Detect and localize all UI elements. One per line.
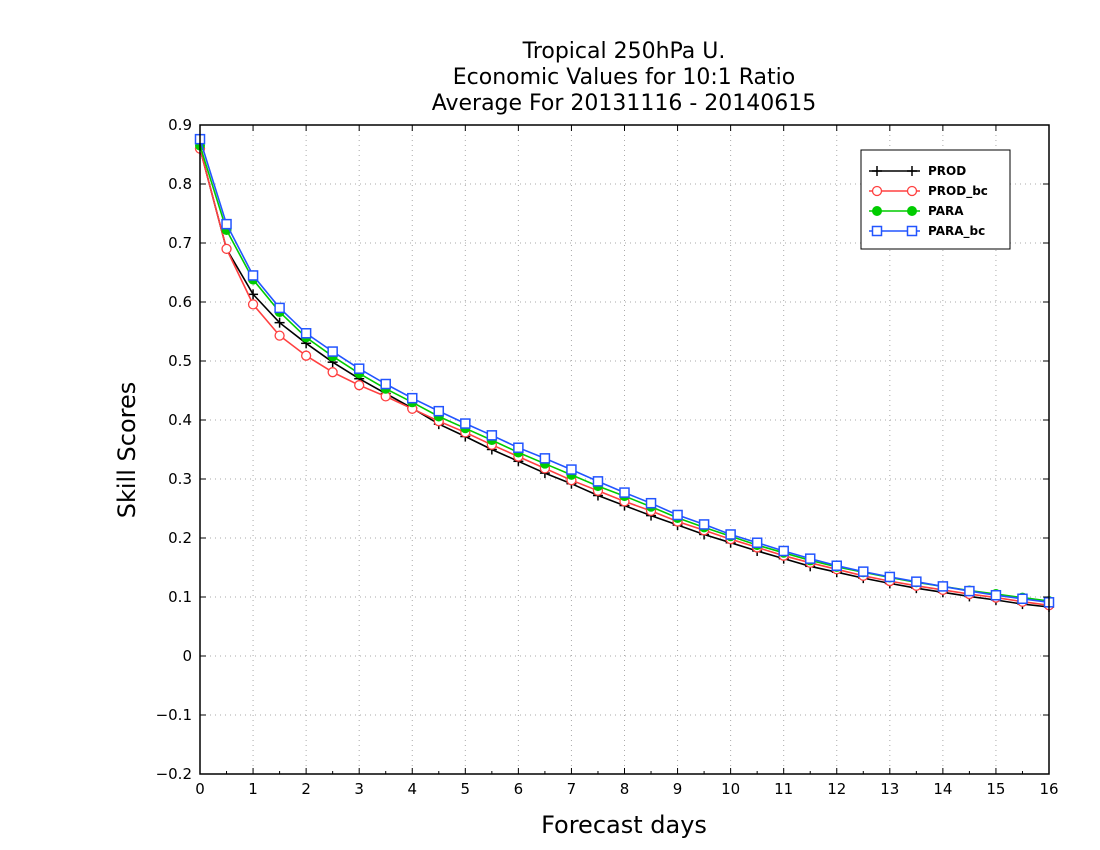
x-tick-label: 0 <box>195 780 205 798</box>
legend-marker <box>907 166 917 176</box>
legend-marker <box>906 185 918 197</box>
data-point-para-bc <box>725 529 736 540</box>
data-point-para-bc <box>380 378 391 390</box>
x-tick-label: 5 <box>461 780 471 798</box>
data-point-prod-bc <box>247 299 259 310</box>
x-tick-label: 16 <box>1039 780 1058 798</box>
data-point-para-bc <box>486 430 498 441</box>
y-tick-label: 0.7 <box>168 234 192 252</box>
legend-item-prod: PROD <box>869 164 966 178</box>
x-tick-label: 12 <box>827 780 846 798</box>
data-point-para-bc <box>407 392 418 404</box>
series-para-bc <box>194 133 1055 608</box>
x-tick-label: 15 <box>986 780 1005 798</box>
data-point-para-bc <box>698 519 710 530</box>
data-point-para-bc <box>672 509 683 521</box>
data-point-para-bc <box>964 585 975 597</box>
data-point-para-bc <box>778 545 789 557</box>
legend-label: PROD_bc <box>928 184 988 199</box>
x-tick-label: 4 <box>407 780 417 798</box>
legend-label: PARA <box>928 204 964 218</box>
data-point-para-bc <box>566 464 577 475</box>
series-group <box>194 133 1055 613</box>
data-point-para-bc <box>619 487 630 498</box>
x-tick-label: 1 <box>248 780 258 798</box>
y-tick-label: 0.1 <box>168 588 192 606</box>
x-tick-label: 14 <box>933 780 952 798</box>
grid-lines <box>200 125 1049 774</box>
legend-label: PARA_bc <box>928 224 985 239</box>
data-point-para-bc <box>1017 593 1028 605</box>
chart-title-line-2: Economic Values for 10:1 Ratio <box>453 65 795 90</box>
axis-ticks: 0 1 2 3 4 5 6 7 8 9 10 11 12 13 14 15 16−0.2−0.100.10.20… <box>156 116 1059 798</box>
legend-label: PROD <box>928 164 966 178</box>
data-point-para-bc <box>645 497 657 509</box>
y-tick-label: 0.4 <box>168 411 192 429</box>
data-point-para-bc <box>353 363 365 374</box>
y-tick-label: 0.9 <box>168 116 192 134</box>
x-tick-label: 7 <box>567 780 577 798</box>
data-point-para-bc <box>990 589 1002 601</box>
x-tick-label: 2 <box>301 780 311 798</box>
chart-title-line-1: Tropical 250hPa U. <box>522 39 726 64</box>
data-point-para-bc <box>460 418 471 429</box>
legend-box <box>860 149 1011 250</box>
legend: PROD PROD_bc PARA PARA_bc <box>860 149 1011 250</box>
y-tick-label: 0.6 <box>168 293 192 311</box>
data-point-para-bc <box>221 218 232 230</box>
legend-marker <box>872 166 882 176</box>
data-point-para-bc <box>300 328 312 339</box>
data-point-prod-bc <box>274 330 285 341</box>
x-tick-label: 3 <box>354 780 364 798</box>
legend-item-para: PARA <box>869 204 964 218</box>
y-tick-label: 0.2 <box>168 529 192 547</box>
y-tick-label: 0.5 <box>168 352 192 370</box>
data-point-prod-bc <box>327 367 338 378</box>
legend-marker <box>906 225 918 237</box>
x-tick-label: 9 <box>673 780 683 798</box>
data-point-para-bc <box>937 581 949 592</box>
x-tick-label: 13 <box>880 780 899 798</box>
data-point-prod <box>274 317 285 328</box>
legend-marker <box>907 206 917 216</box>
legend-marker <box>871 225 883 237</box>
y-tick-label: 0.3 <box>168 470 192 488</box>
y-axis-label: Skill Scores <box>113 382 141 519</box>
data-point-para-bc <box>884 571 896 583</box>
x-tick-label: 11 <box>774 780 793 798</box>
y-tick-label: 0.8 <box>168 175 192 193</box>
y-tick-label: −0.2 <box>156 765 192 783</box>
data-point-para-bc <box>247 270 259 281</box>
x-tick-label: 6 <box>514 780 524 798</box>
data-point-para-bc <box>911 576 922 587</box>
data-point-para-bc <box>513 442 524 453</box>
legend-items: PROD PROD_bc PARA PARA_bc <box>869 164 988 239</box>
data-point-para-bc <box>858 566 869 577</box>
data-point-para-bc <box>274 302 285 314</box>
legend-item-prod-bc: PROD_bc <box>869 184 988 199</box>
data-point-prod <box>248 289 259 300</box>
data-point-para-bc <box>751 537 763 548</box>
data-point-prod-bc <box>221 243 232 255</box>
y-tick-label: −0.1 <box>156 706 192 724</box>
data-point-para-bc <box>433 405 445 417</box>
legend-item-para-bc: PARA_bc <box>869 224 985 239</box>
legend-marker <box>872 206 882 216</box>
data-point-para-bc <box>804 553 816 564</box>
data-point-para-bc <box>539 453 551 464</box>
x-axis-label: Forecast days <box>541 811 707 839</box>
legend-marker <box>871 185 883 197</box>
data-point-para-bc <box>592 476 604 487</box>
data-point-prod-bc <box>300 350 312 361</box>
y-tick-label: 0 <box>182 647 192 665</box>
data-point-para-bc <box>831 560 842 571</box>
data-point-para-bc <box>327 346 338 357</box>
x-tick-label: 10 <box>721 780 740 798</box>
chart-title-line-3: Average For 20131116 - 20140615 <box>432 91 817 116</box>
x-tick-label: 8 <box>620 780 630 798</box>
data-point-prod-bc <box>354 380 365 391</box>
